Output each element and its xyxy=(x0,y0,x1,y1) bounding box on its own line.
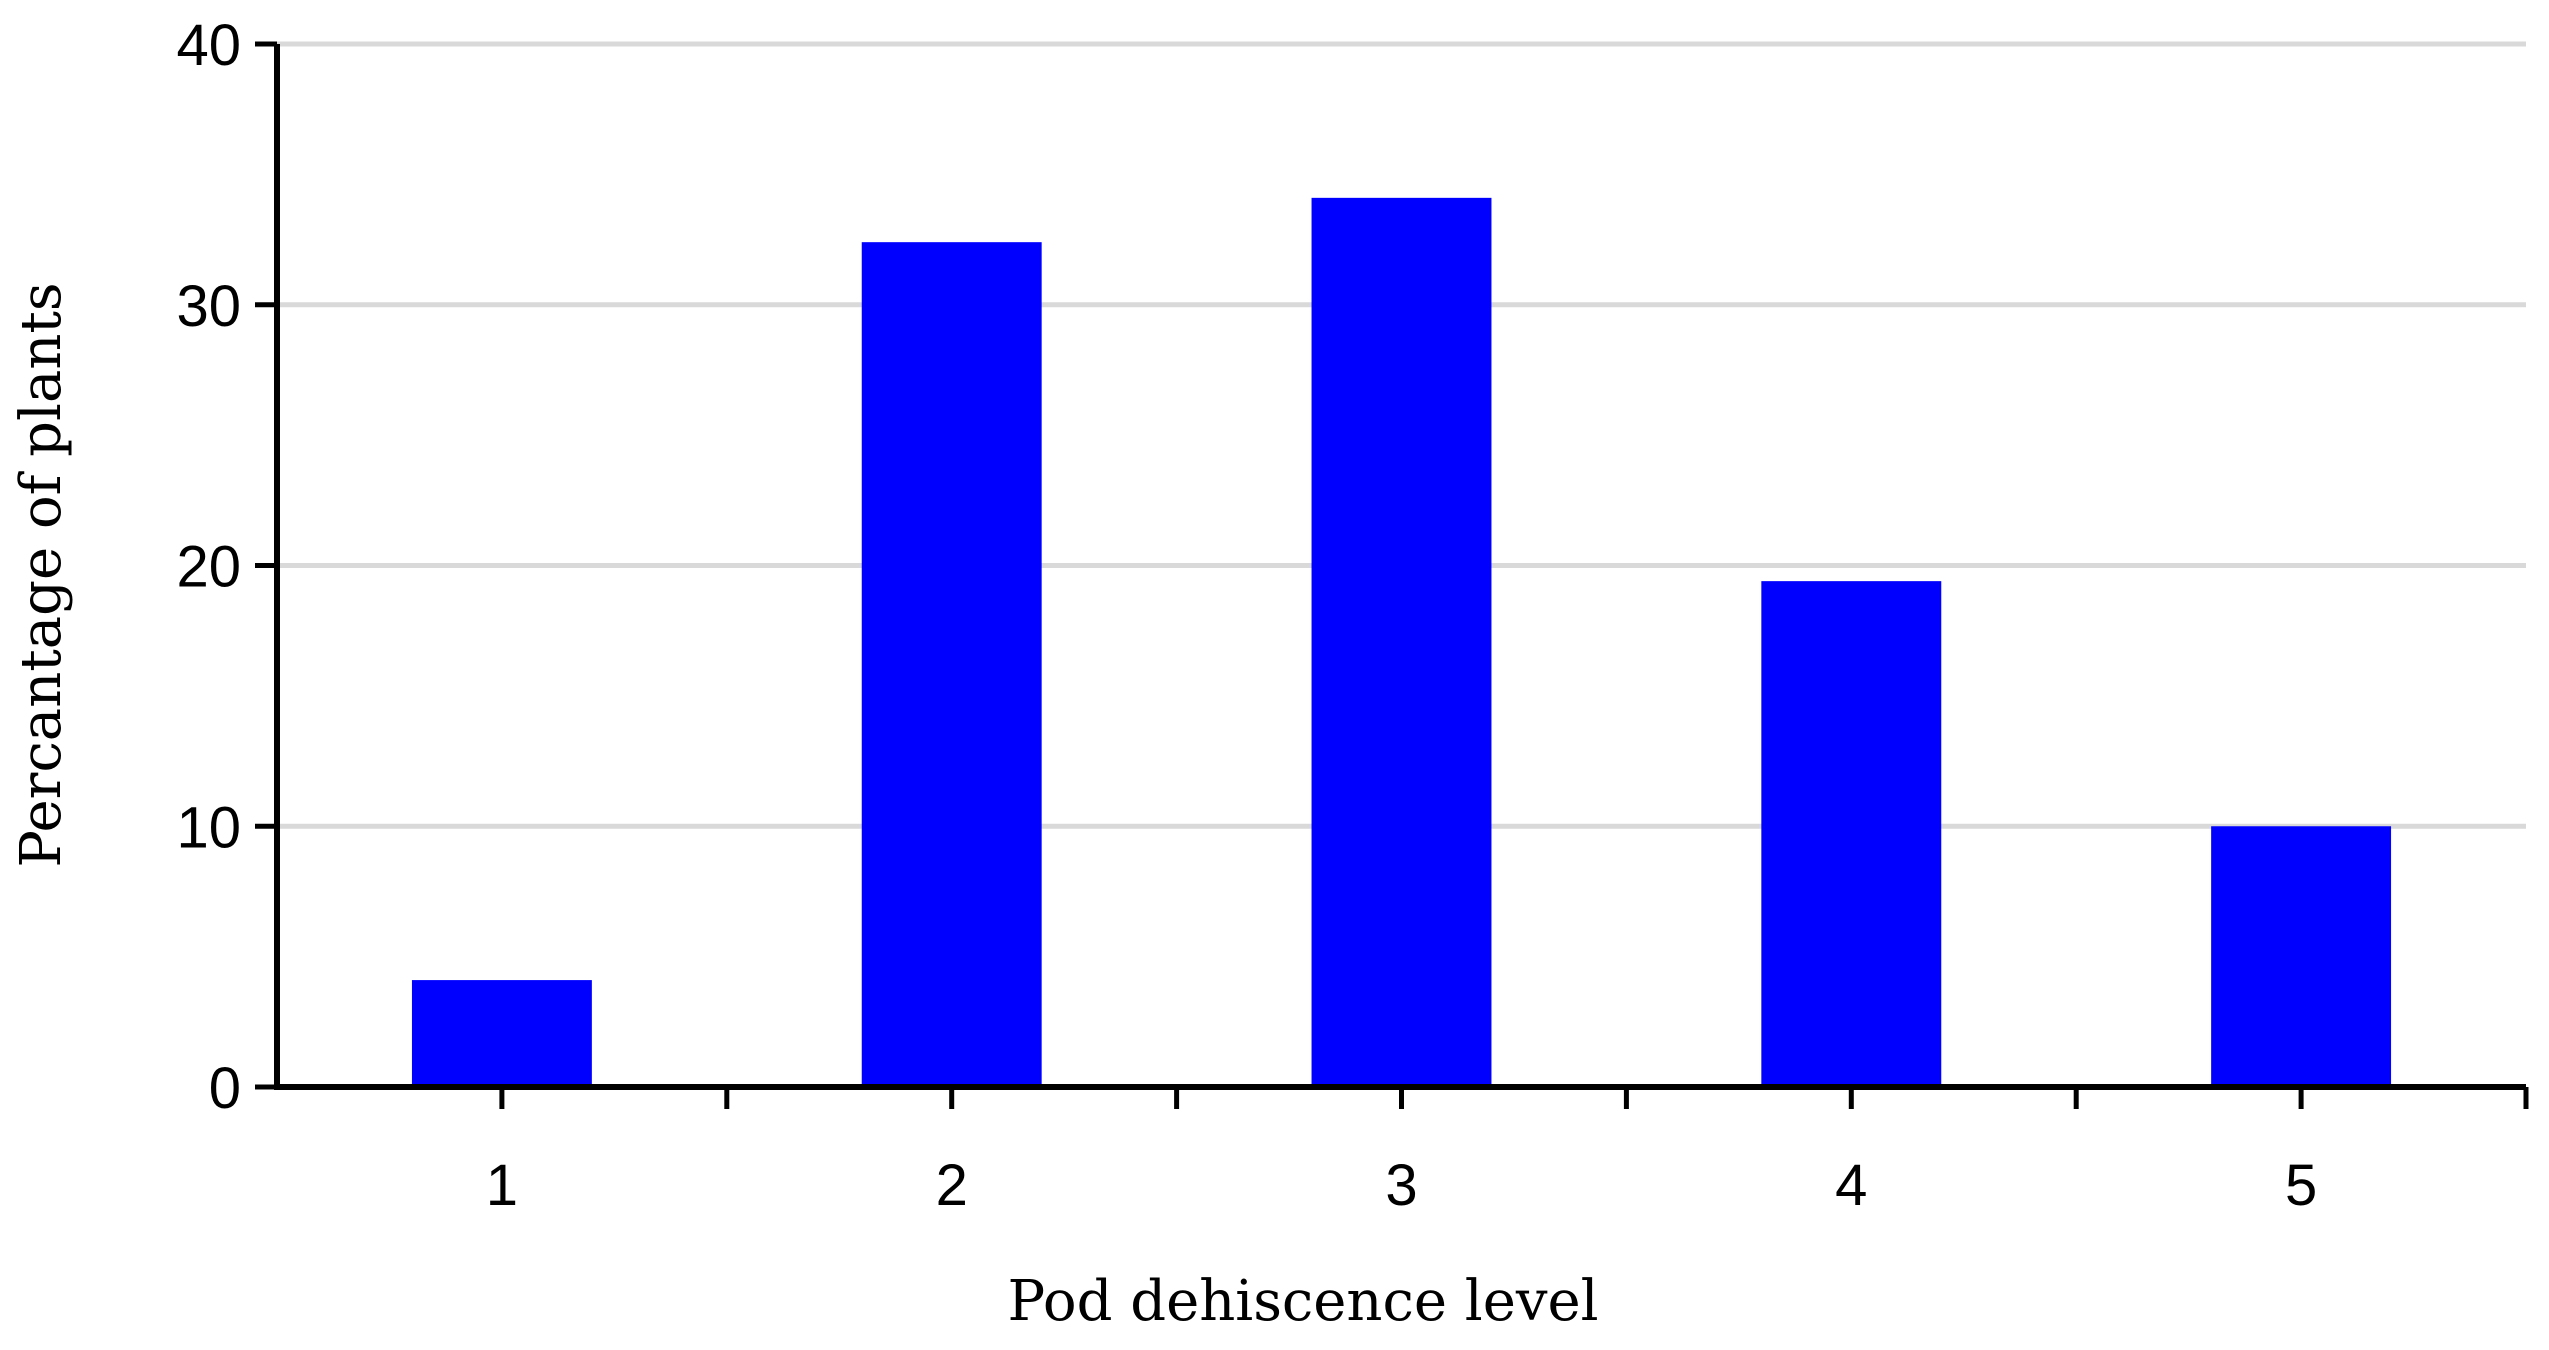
bar-4 xyxy=(1761,581,1942,1087)
tick-labels: 0 10 20 30 40 1 2 3 4 5 xyxy=(176,13,2317,1218)
bar-5 xyxy=(2211,826,2392,1087)
y-tick-label: 0 xyxy=(209,1056,241,1121)
axes xyxy=(255,41,2529,1109)
bar-3 xyxy=(1311,197,1492,1087)
x-tick-label: 1 xyxy=(486,1153,518,1218)
y-axis-title: Percantage of plants xyxy=(9,282,74,867)
y-tick-label: 30 xyxy=(176,274,241,339)
bar-1 xyxy=(411,980,592,1087)
y-tick-label: 40 xyxy=(176,13,241,78)
x-axis-title: Pod dehiscence level xyxy=(1007,1269,1598,1334)
x-tick-label: 5 xyxy=(2285,1153,2317,1218)
x-tick-label: 4 xyxy=(1835,1153,1867,1218)
y-tick-label: 10 xyxy=(176,795,241,860)
x-tick-label: 2 xyxy=(936,1153,968,1218)
x-tick-label: 3 xyxy=(1385,1153,1417,1218)
bar-2 xyxy=(861,242,1042,1088)
bars xyxy=(411,197,2392,1088)
y-tick-label: 20 xyxy=(176,535,241,600)
